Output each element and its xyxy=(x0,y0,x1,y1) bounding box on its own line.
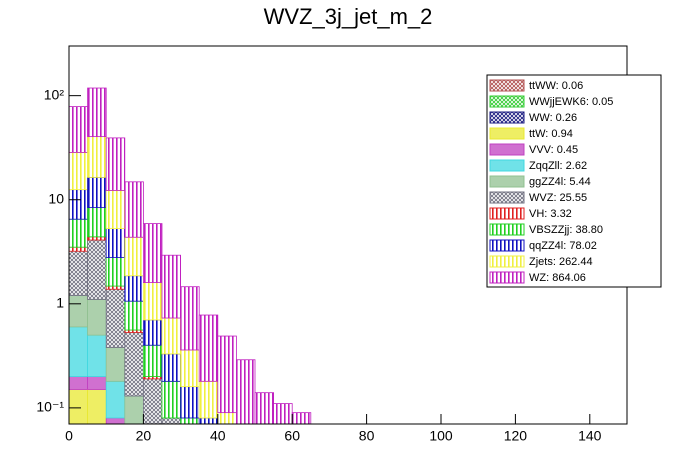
legend-label: VH: 3.32 xyxy=(529,208,572,220)
legend-label: WVZ: 25.55 xyxy=(529,192,587,204)
bar xyxy=(142,223,163,283)
bar xyxy=(105,228,126,258)
legend-label: WW: 0.26 xyxy=(529,112,577,124)
y-tick-label: 1 xyxy=(56,295,64,311)
bar xyxy=(87,239,107,300)
bar xyxy=(217,412,237,425)
bar xyxy=(161,353,182,382)
bar xyxy=(68,295,89,328)
legend-swatch xyxy=(489,207,525,220)
bar xyxy=(180,349,200,388)
bar xyxy=(161,417,182,425)
bar xyxy=(142,378,163,425)
legend-label: WWjjEWK6: 0.05 xyxy=(529,96,613,108)
bar xyxy=(198,417,219,425)
bar xyxy=(142,282,163,321)
x-tick-label: 20 xyxy=(136,428,152,444)
bar xyxy=(87,207,107,238)
legend-swatch xyxy=(489,79,525,92)
bar xyxy=(87,87,107,138)
bar xyxy=(217,335,237,414)
bar xyxy=(142,344,163,377)
bar xyxy=(105,137,126,191)
legend-swatch xyxy=(489,127,525,140)
bar xyxy=(105,347,126,382)
bar xyxy=(180,386,200,419)
legend-swatch xyxy=(489,255,525,268)
legend-swatch xyxy=(489,191,525,204)
bar xyxy=(180,417,200,425)
bar xyxy=(254,392,275,425)
legend-label: ttWW: 0.06 xyxy=(529,80,583,92)
x-tick-label: 0 xyxy=(65,428,73,444)
chart-title: WVZ_3j_jet_m_2 xyxy=(264,4,433,29)
bar xyxy=(105,257,126,287)
bar xyxy=(68,151,89,191)
bar xyxy=(124,332,144,397)
legend-swatch xyxy=(489,239,525,252)
bar xyxy=(68,189,89,220)
bar xyxy=(68,326,89,377)
x-tick-label: 100 xyxy=(429,428,453,444)
bar xyxy=(198,380,219,419)
bar xyxy=(87,176,107,209)
legend-label: VBSZZjj: 38.80 xyxy=(529,224,603,236)
bar xyxy=(161,380,182,419)
legend-label: qqZZ4l: 78.02 xyxy=(529,240,597,252)
bar xyxy=(87,376,107,390)
legend-swatch xyxy=(489,175,525,188)
bar xyxy=(87,334,107,377)
bar xyxy=(235,359,256,425)
bar xyxy=(87,389,107,425)
legend-swatch xyxy=(489,111,525,124)
bar xyxy=(105,380,126,419)
bar xyxy=(198,314,219,382)
bar xyxy=(124,236,144,277)
bar xyxy=(68,389,89,425)
legend-swatch xyxy=(489,159,525,172)
legend-swatch xyxy=(489,95,525,108)
bar xyxy=(105,285,126,290)
bar xyxy=(124,275,144,302)
y-tick-label: 10² xyxy=(44,86,65,102)
x-tick-label: 40 xyxy=(210,428,226,444)
bar xyxy=(161,317,182,355)
x-tick-label: 80 xyxy=(359,428,375,444)
bar xyxy=(273,403,293,425)
bar xyxy=(105,417,126,425)
legend-swatch xyxy=(489,143,525,156)
bar xyxy=(291,412,312,425)
bar xyxy=(161,254,182,319)
legend-label: Zjets: 262.44 xyxy=(529,256,593,268)
legend-label: WZ: 864.06 xyxy=(529,272,586,284)
bar xyxy=(124,181,144,238)
bar xyxy=(68,218,89,248)
bar xyxy=(87,136,107,178)
legend-label: ZqqZll: 2.62 xyxy=(529,160,587,172)
y-tick-label: 10⁻¹ xyxy=(36,399,64,415)
legend-swatch xyxy=(489,271,525,284)
bar xyxy=(105,288,126,348)
legend-swatch xyxy=(489,223,525,236)
bar xyxy=(87,299,107,336)
bar xyxy=(124,395,144,425)
legend-label: ttW: 0.94 xyxy=(529,128,573,140)
y-tick-label: 10 xyxy=(48,190,64,206)
x-tick-label: 120 xyxy=(504,428,528,444)
bar xyxy=(105,190,126,229)
x-tick-label: 60 xyxy=(284,428,300,444)
bar xyxy=(68,246,89,252)
bar xyxy=(124,300,144,331)
bar xyxy=(68,106,89,153)
bar xyxy=(68,376,89,390)
x-tick-label: 140 xyxy=(578,428,602,444)
bar xyxy=(68,250,89,296)
bar xyxy=(180,286,200,351)
bar xyxy=(87,236,107,241)
legend-label: ggZZ4l: 5.44 xyxy=(529,176,591,188)
bar xyxy=(142,319,163,346)
legend-label: VVV: 0.45 xyxy=(529,144,578,156)
